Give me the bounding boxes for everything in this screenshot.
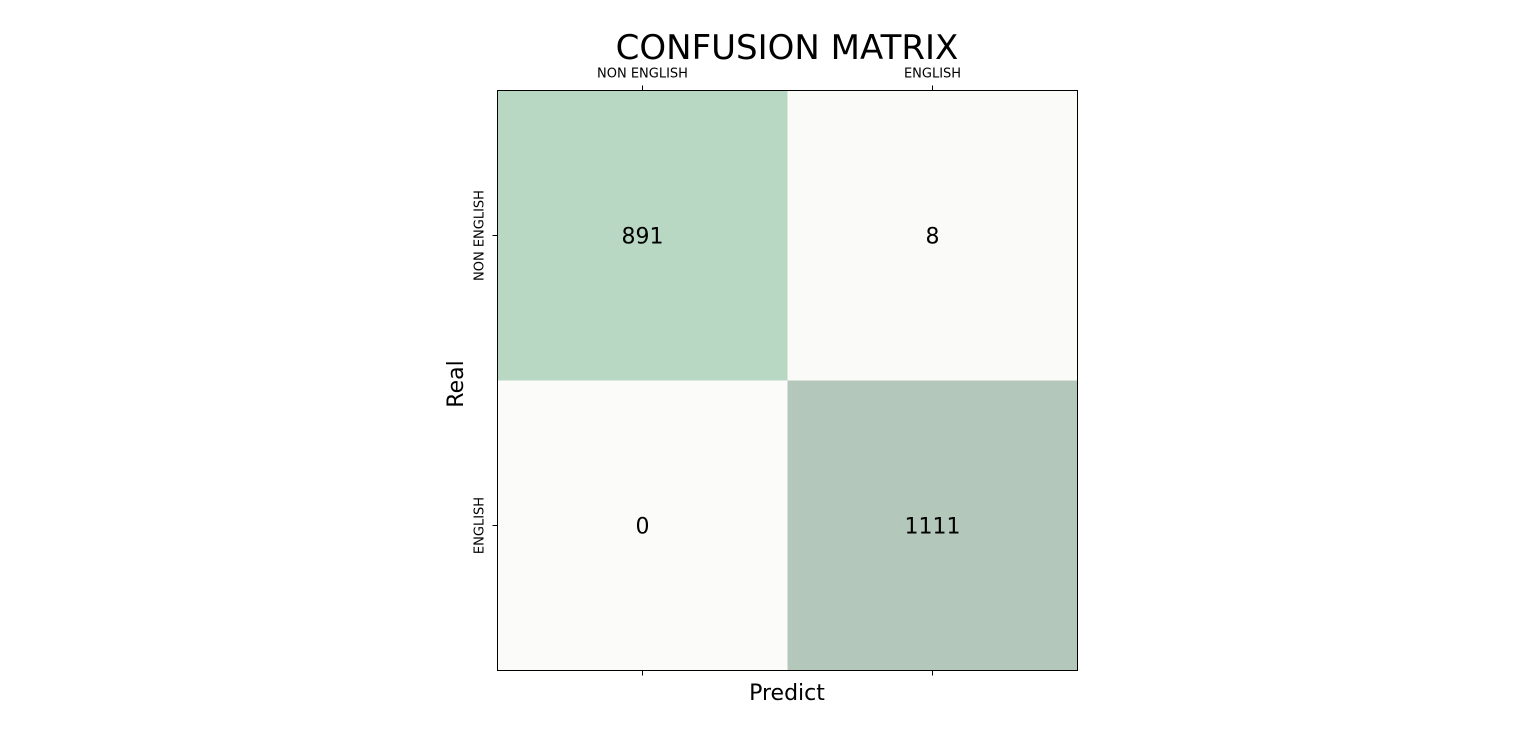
matrix-cell xyxy=(497,90,788,381)
cell-value-label: 0 xyxy=(636,515,650,540)
chart-title: CONFUSION MATRIX xyxy=(616,28,959,68)
y-axis-ticks: NON ENGLISH ENGLISH xyxy=(473,190,498,554)
plot-frame xyxy=(497,90,1078,671)
cell-value-label: 891 xyxy=(622,225,664,250)
matrix-cell-labels: 891 8 0 1111 xyxy=(622,225,961,540)
matrix-cell xyxy=(787,90,1078,381)
x-axis-ticks: NON ENGLISH ENGLISH xyxy=(597,67,961,676)
x-axis-label: Predict xyxy=(749,681,825,706)
y-tick-label: ENGLISH xyxy=(473,497,488,554)
matrix-cell xyxy=(787,380,1078,671)
cell-value-label: 8 xyxy=(926,225,940,250)
cell-value-label: 1111 xyxy=(905,515,961,540)
x-tick-label: ENGLISH xyxy=(904,67,961,82)
matrix-cell xyxy=(497,380,788,671)
matrix-cells xyxy=(497,90,1078,671)
y-axis-label: Real xyxy=(444,360,469,407)
x-tick-label: NON ENGLISH xyxy=(597,67,688,82)
y-tick-label: NON ENGLISH xyxy=(473,190,488,281)
